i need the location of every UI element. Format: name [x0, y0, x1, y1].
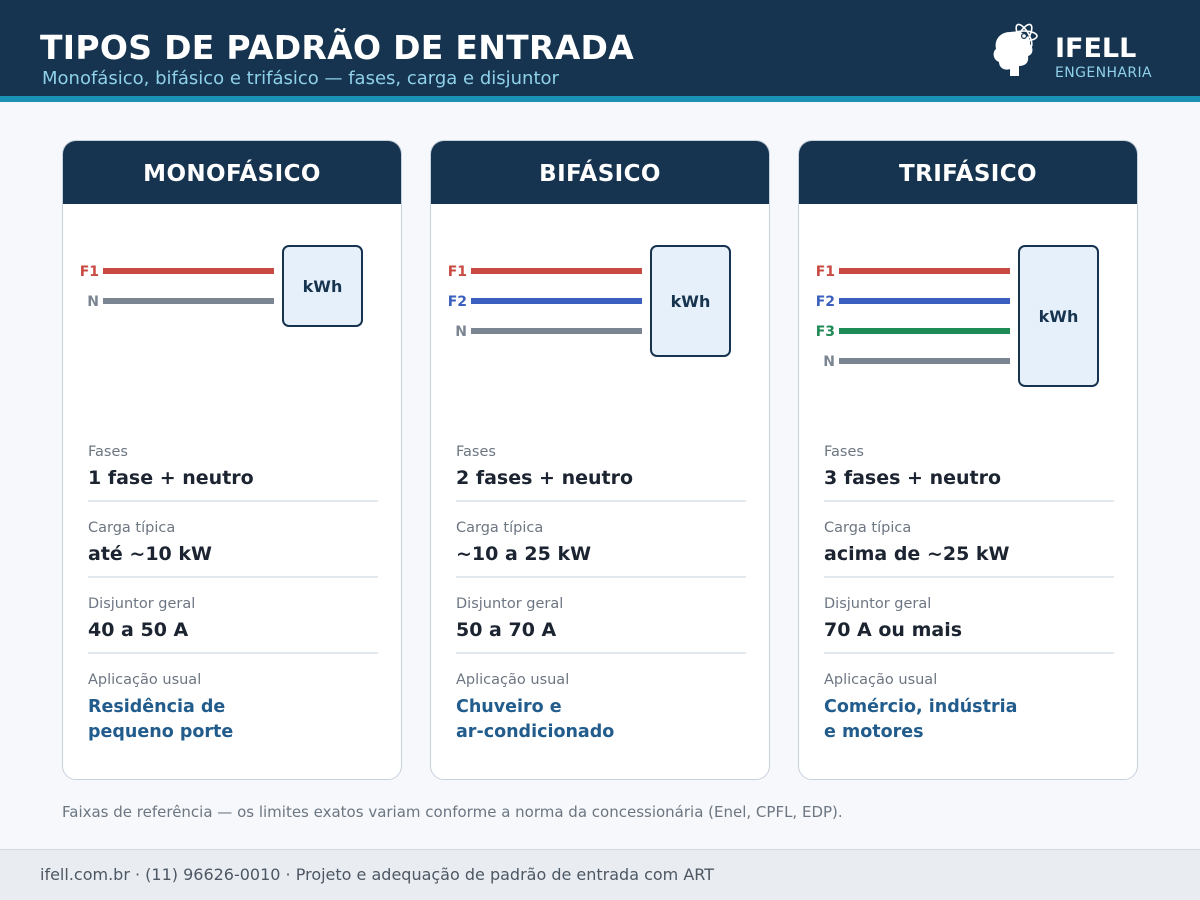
energy-meter-box: [282, 245, 363, 327]
application-line: Chuveiro e: [456, 697, 562, 717]
spec-application: Chuveiro e ar-condicionado: [456, 695, 746, 745]
card-title: TRIFÁSICO: [899, 161, 1037, 187]
spec-application: Comércio, indústria e motores: [824, 695, 1114, 745]
divider: [88, 500, 378, 502]
spec-value: 2 fases + neutro: [456, 467, 634, 489]
spec-disjuntor: Disjuntor geral 50 a 70 A: [456, 596, 746, 641]
divider: [456, 652, 746, 654]
wire-label: N: [823, 354, 835, 370]
logo-subtitle: ENGENHARIA: [1055, 65, 1153, 81]
divider: [88, 576, 378, 578]
spec-label: Fases: [824, 444, 864, 460]
meter-label: kWh: [671, 292, 711, 311]
divider: [88, 652, 378, 654]
card-header: TRIFÁSICO: [799, 141, 1137, 204]
logo-name: IFELL: [1055, 33, 1137, 64]
wire-label: F1: [80, 264, 99, 280]
divider: [824, 576, 1114, 578]
spec-label: Aplicação usual: [824, 672, 938, 688]
card-title: MONOFÁSICO: [143, 161, 321, 187]
application-line: Residência de: [88, 697, 226, 717]
divider: [456, 500, 746, 502]
wire-label: F1: [816, 264, 835, 280]
card-header: MONOFÁSICO: [63, 141, 401, 204]
spec-aplicacao: Aplicação usual Comércio, indústria e mo…: [824, 672, 1114, 745]
page-subtitle: Monofásico, bifásico e trifásico — fases…: [42, 68, 559, 89]
divider: [824, 500, 1114, 502]
spec-label: Aplicação usual: [456, 672, 570, 688]
footnote: Faixas de referência — os limites exatos…: [62, 803, 843, 821]
wire-label: F1: [448, 264, 467, 280]
spec-aplicacao: Aplicação usual Chuveiro e ar-condiciona…: [456, 672, 746, 745]
spec-label: Fases: [456, 444, 496, 460]
header-accent-stripe: [0, 96, 1200, 102]
application-line: ar-condicionado: [456, 722, 615, 742]
spec-application: Residência de pequeno porte: [88, 695, 378, 745]
spec-carga: Carga típica ~10 a 25 kW: [456, 520, 746, 565]
spec-fases: Fases 2 fases + neutro: [456, 444, 746, 489]
meter-label: kWh: [303, 277, 343, 296]
meter-label: kWh: [1039, 307, 1079, 326]
wire-label: F2: [816, 294, 835, 310]
footer-contact: ifell.com.br · (11) 96626-0010 · Projeto…: [40, 865, 715, 884]
spec-label: Fases: [88, 444, 128, 460]
spec-value: 40 a 50 A: [88, 619, 189, 641]
page-title: TIPOS DE PADRÃO DE ENTRADA: [40, 28, 635, 67]
spec-disjuntor: Disjuntor geral 70 A ou mais: [824, 596, 1114, 641]
spec-value: ~10 a 25 kW: [456, 543, 592, 565]
spec-carga: Carga típica até ~10 kW: [88, 520, 378, 565]
spec-value: até ~10 kW: [88, 543, 212, 565]
wire-label: F2: [448, 294, 467, 310]
spec-value: 3 fases + neutro: [824, 467, 1002, 489]
energy-meter-box: [1018, 245, 1099, 387]
energy-meter-box: [650, 245, 731, 357]
spec-label: Aplicação usual: [88, 672, 202, 688]
spec-label: Disjuntor geral: [88, 596, 196, 612]
spec-aplicacao: Aplicação usual Residência de pequeno po…: [88, 672, 378, 745]
footer-bar: ifell.com.br · (11) 96626-0010 · Projeto…: [0, 849, 1200, 900]
spec-carga: Carga típica acima de ~25 kW: [824, 520, 1114, 565]
application-line: e motores: [824, 722, 924, 742]
wire-label: F3: [816, 324, 835, 340]
spec-label: Carga típica: [456, 520, 544, 536]
application-line: Comércio, indústria: [824, 697, 1018, 717]
spec-value: 1 fase + neutro: [88, 467, 254, 489]
brain-atom-logo-icon: [993, 23, 1038, 76]
spec-fases: Fases 1 fase + neutro: [88, 444, 378, 489]
spec-value: acima de ~25 kW: [824, 543, 1010, 565]
card-title: BIFÁSICO: [539, 161, 661, 187]
wire-label: N: [87, 294, 99, 310]
spec-disjuntor: Disjuntor geral 40 a 50 A: [88, 596, 378, 641]
divider: [456, 576, 746, 578]
spec-value: 50 a 70 A: [456, 619, 557, 641]
card-header: BIFÁSICO: [431, 141, 769, 204]
divider: [824, 652, 1114, 654]
spec-label: Carga típica: [88, 520, 176, 536]
spec-fases: Fases 3 fases + neutro: [824, 444, 1114, 489]
wire-label: N: [455, 324, 467, 340]
spec-value: 70 A ou mais: [824, 619, 963, 641]
spec-label: Disjuntor geral: [824, 596, 932, 612]
spec-label: Disjuntor geral: [456, 596, 564, 612]
application-line: pequeno porte: [88, 722, 234, 742]
spec-label: Carga típica: [824, 520, 912, 536]
